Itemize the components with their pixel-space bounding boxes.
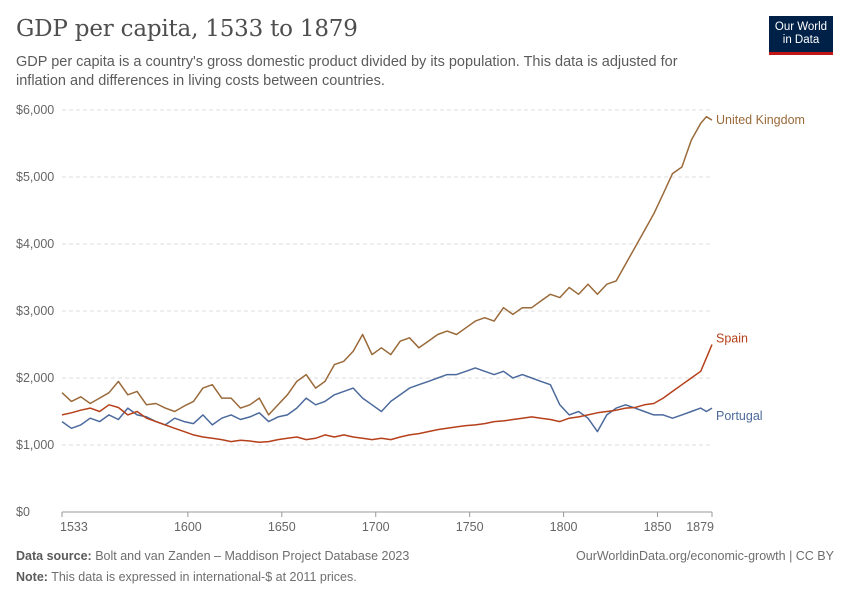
data-source-label: Data source: [16,549,92,563]
y-tick-label: $4,000 [16,237,54,251]
y-tick-label: $2,000 [16,371,54,385]
x-tick-label: 1879 [686,520,714,534]
x-tick-label: 1850 [644,520,672,534]
owid-logo[interactable]: Our World in Data [769,16,833,55]
note-text: This data is expressed in international-… [51,570,357,584]
x-tick-label: 1533 [60,520,88,534]
x-tick-label: 1650 [268,520,296,534]
series-line-united-kingdom [61,115,713,416]
line-chart: $0 $1,000 $2,000 $3,000 $4,000 $5,000 $6,000 15… [16,103,805,534]
credit-link[interactable]: OurWorldinData.org/economic-growth | CC … [576,549,834,563]
y-tick-label: $6,000 [16,103,54,117]
series-label-united-kingdom: United Kingdom [716,113,805,127]
x-tick-label: 1750 [456,520,484,534]
series-label-portugal: Portugal [716,409,763,423]
note-label: Note: [16,570,48,584]
logo-line-2: in Data [782,34,820,46]
y-tick-label: $0 [16,505,30,519]
data-source: Data source: Bolt and van Zanden – Maddi… [16,549,409,563]
x-tick-label: 1600 [174,520,202,534]
chart-title: GDP per capita, 1533 to 1879 [16,16,358,42]
x-tick-label: 1700 [362,520,390,534]
series-line-spain [61,344,713,444]
chart-subtitle: GDP per capita is a country's gross dome… [16,54,678,89]
y-tick-label: $1,000 [16,438,54,452]
series-label-spain: Spain [716,332,748,346]
logo-line-1: Our World [774,21,828,33]
data-source-text[interactable]: Bolt and van Zanden – Maddison Project D… [95,549,410,563]
series-line-portugal [61,367,713,433]
y-tick-label: $3,000 [16,304,54,318]
y-tick-label: $5,000 [16,170,54,184]
chart-note: Note: This data is expressed in internat… [16,570,357,584]
x-tick-label: 1800 [550,520,578,534]
